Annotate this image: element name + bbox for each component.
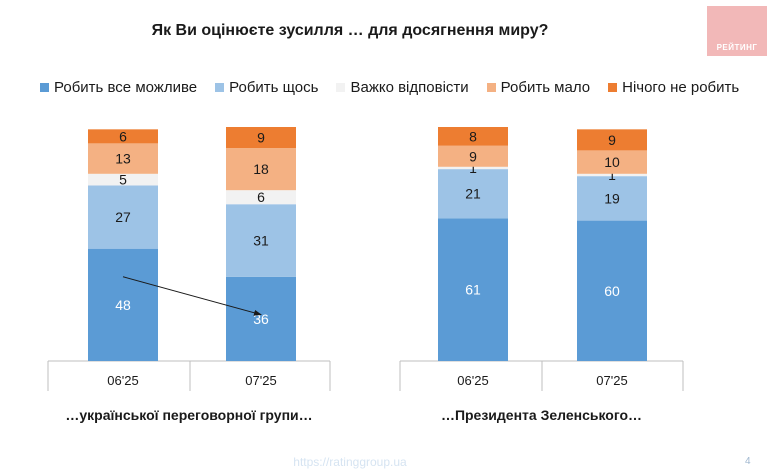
bar-segment-something xyxy=(88,185,158,249)
data-label: 6 xyxy=(257,189,265,205)
group-label: …української переговорної групи… xyxy=(65,407,312,423)
data-label: 9 xyxy=(257,130,265,146)
data-label: 6 xyxy=(119,128,127,144)
x-tick-label: 06'25 xyxy=(457,373,488,388)
bar-segment-little xyxy=(438,145,508,167)
bar-segment-little xyxy=(226,148,296,191)
data-label: 10 xyxy=(604,154,620,170)
data-label: 8 xyxy=(469,128,477,144)
bar-segment-something xyxy=(577,176,647,221)
data-label: 18 xyxy=(253,161,269,177)
legend-label: Важко відповісти xyxy=(350,79,469,96)
bar-segment-all-possible xyxy=(577,220,647,361)
bar-segment-something xyxy=(226,204,296,277)
rating-logo: РЕЙТИНГ xyxy=(707,6,767,56)
x-tick-label: 07'25 xyxy=(245,373,276,388)
data-label: 9 xyxy=(469,148,477,164)
legend-item-little: Робить мало xyxy=(486,79,591,96)
legend-swatch xyxy=(215,83,225,92)
data-label: 21 xyxy=(465,186,481,202)
legend-swatch xyxy=(336,83,346,92)
trend-arrow xyxy=(122,276,262,316)
legend-item-hard-to-say: Важко відповісти xyxy=(336,79,469,96)
page-number: 4 xyxy=(745,456,751,467)
group-label: …Президента Зеленського… xyxy=(441,407,642,423)
legend-label: Нічого не робить xyxy=(622,79,740,96)
data-label: 60 xyxy=(604,283,620,299)
chart-legend: Робить все можливе Робить щось Важко відпо… xyxy=(40,79,739,96)
legend-item-something: Робить щось xyxy=(215,79,318,96)
legend-item-nothing: Нічого не робить xyxy=(608,79,739,96)
bar-segment-something xyxy=(438,169,508,219)
x-tick-label: 06'25 xyxy=(107,373,138,388)
data-label: 9 xyxy=(608,132,616,148)
legend-item-all-possible: Робить все можливе xyxy=(40,79,197,96)
legend-label: Робить щось xyxy=(229,79,319,96)
bar-segment-little xyxy=(88,143,158,174)
bar-segment-hard-to-say xyxy=(577,173,647,177)
data-label: 1 xyxy=(608,167,616,183)
data-label: 1 xyxy=(469,160,477,176)
bar-segment-all-possible xyxy=(88,248,158,361)
chart-title: Як Ви оцінюєте зусилля … для досягнення … xyxy=(151,22,549,39)
data-label: 5 xyxy=(119,172,127,188)
bar-segment-nothing xyxy=(438,127,508,146)
data-label: 31 xyxy=(253,232,269,248)
legend-label: Робить мало xyxy=(500,79,591,96)
bar-segment-all-possible xyxy=(438,218,508,361)
legend-swatch xyxy=(608,83,618,92)
legend-swatch xyxy=(486,83,496,92)
bar-segment-hard-to-say xyxy=(438,166,508,170)
x-tick-label: 07'25 xyxy=(596,373,627,388)
legend-swatch xyxy=(40,83,49,92)
data-label: 13 xyxy=(115,151,131,167)
data-label: 19 xyxy=(604,190,620,206)
bar-segment-nothing xyxy=(577,129,647,151)
logo-text: РЕЙТИНГ xyxy=(716,43,758,52)
data-label: 48 xyxy=(115,297,131,313)
data-label: 27 xyxy=(115,209,131,225)
data-label: 61 xyxy=(465,282,481,298)
bar-segment-little xyxy=(577,150,647,174)
legend-label: Робить все можливе xyxy=(54,79,198,96)
bar-segment-hard-to-say xyxy=(226,190,296,205)
bar-segment-all-possible xyxy=(226,276,296,361)
bar-segment-hard-to-say xyxy=(88,173,158,186)
footer-url[interactable]: https://ratinggroup.ua xyxy=(293,455,407,469)
bar-segment-nothing xyxy=(88,129,158,144)
bar-segment-nothing xyxy=(226,127,296,149)
